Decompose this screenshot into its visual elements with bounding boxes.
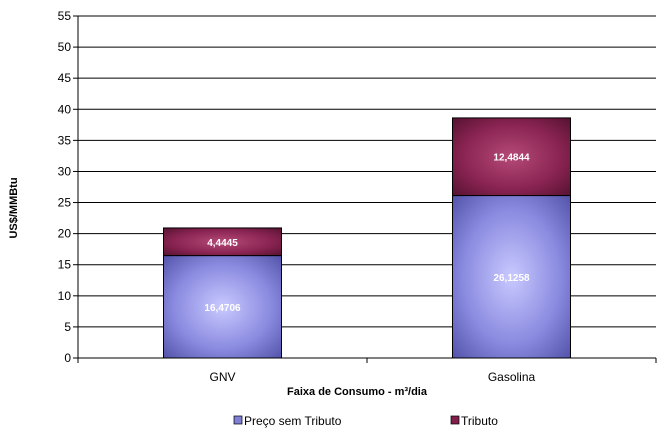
bars: 16,4706 4,4445 26,1258 12,4844 — [163, 117, 571, 359]
legend-label-1: Tributo — [461, 414, 498, 428]
bar-gnv-tributo — [163, 227, 282, 257]
y-tick-label-40: 40 — [58, 102, 72, 116]
y-tick-label-5: 5 — [64, 320, 71, 334]
bar-gasolina-tributo — [452, 117, 571, 197]
legend-swatch-0 — [233, 415, 243, 425]
y-tick-label-15: 15 — [58, 258, 72, 272]
bar-gnv-preco-sem-tributo — [163, 255, 282, 359]
data-label-gnv-0: 16,4706 — [204, 303, 241, 314]
axes — [77, 16, 657, 363]
legend-swatch-1 — [450, 415, 460, 425]
y-tick-label-35: 35 — [58, 133, 72, 147]
legend: Preço sem Tributo Tributo — [233, 414, 498, 428]
data-label-gasolina-1: 12,4844 — [493, 153, 530, 164]
y-tick-label-45: 45 — [58, 71, 72, 85]
y-tick-label-50: 50 — [58, 40, 72, 54]
y-tick-label-20: 20 — [58, 227, 72, 241]
x-tick-label-gnv: GNV — [209, 370, 235, 384]
data-label-gasolina-0: 26,1258 — [493, 273, 530, 284]
y-tick-label-0: 0 — [64, 351, 71, 365]
data-label-gnv-1: 4,4445 — [207, 238, 238, 249]
x-axis-title: Faixa de Consumo - m³/dia — [287, 386, 428, 398]
y-tick-labels: 0 5 10 15 20 25 30 35 40 45 50 55 — [58, 9, 72, 365]
x-tick-labels: GNV Gasolina — [209, 370, 535, 384]
y-tick-label-30: 30 — [58, 164, 72, 178]
legend-label-0: Preço sem Tributo — [244, 414, 342, 428]
y-tick-label-25: 25 — [58, 196, 72, 210]
y-axis-title: US$/MMBtu — [8, 177, 20, 238]
y-tick-label-55: 55 — [58, 9, 72, 23]
y-tick-label-10: 10 — [58, 289, 72, 303]
bar-gasolina-preco-sem-tributo — [452, 195, 571, 359]
x-tick-label-gasolina: Gasolina — [488, 370, 536, 384]
